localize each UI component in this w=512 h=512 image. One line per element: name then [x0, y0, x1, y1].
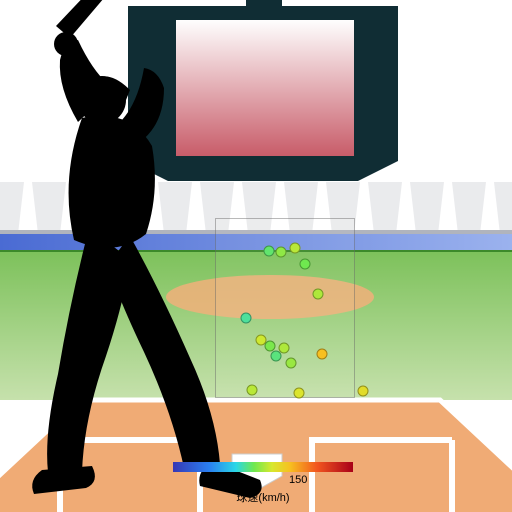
- pitch-dot: [276, 247, 287, 258]
- pitch-dot: [286, 358, 297, 369]
- pitch-dot: [313, 289, 324, 300]
- legend-axis-label: 球速(km/h): [173, 489, 353, 505]
- velocity-legend: 100 150 球速(km/h): [173, 462, 353, 505]
- pitch-dot: [300, 259, 311, 270]
- pitch-dot: [290, 243, 301, 254]
- pitch-dot: [358, 386, 369, 397]
- pitch-dot: [264, 246, 275, 257]
- pitch-dot: [247, 385, 258, 396]
- legend-tick: 150: [289, 474, 307, 486]
- pitch-dot: [317, 349, 328, 360]
- pitch-dot: [279, 343, 290, 354]
- legend-tick: 100: [199, 474, 217, 486]
- pitch-dot: [241, 313, 252, 324]
- strike-zone: [215, 218, 355, 398]
- pitch-dot: [294, 388, 305, 399]
- pitch-location-figure: 100 150 球速(km/h): [0, 0, 512, 512]
- legend-colorbar: [173, 462, 353, 472]
- legend-ticks: 100 150: [173, 474, 353, 488]
